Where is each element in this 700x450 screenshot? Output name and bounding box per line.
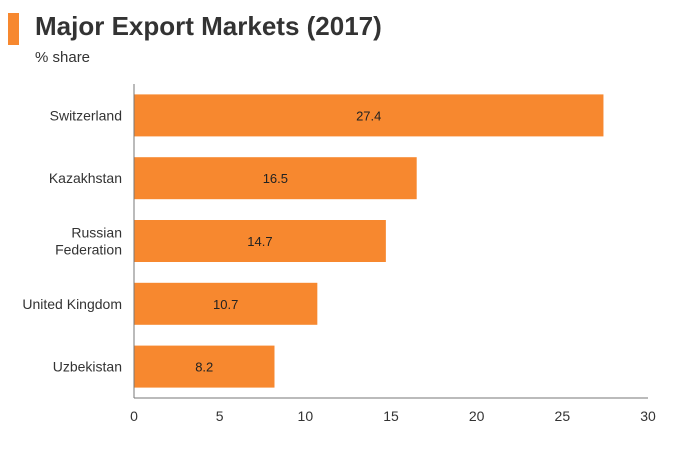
category-label: Russian Federation: [55, 225, 122, 258]
category-labels: Switzerland Kazakhstan Russian Federation Un…: [22, 107, 122, 374]
x-tick-label: 30: [640, 408, 656, 424]
bar-russian-federation: [134, 220, 386, 262]
category-label: Kazakhstan: [49, 170, 122, 186]
x-tick-label: 0: [130, 408, 138, 424]
chart-title: Major Export Markets (2017): [35, 11, 382, 41]
data-label: 8.2: [195, 360, 213, 375]
x-axis-ticks: 0 5 10 15 20 25 30: [130, 408, 656, 424]
data-labels: 27.4 16.5 14.7 10.7 8.2: [195, 108, 381, 374]
x-tick-label: 20: [469, 408, 485, 424]
x-tick-label: 5: [216, 408, 224, 424]
bar-switzerland: [134, 94, 604, 137]
data-label: 27.4: [356, 108, 381, 123]
data-label: 16.5: [263, 171, 288, 186]
title-accent-bar: [8, 13, 19, 45]
chart-subtitle: % share: [35, 49, 91, 66]
data-label: 10.7: [213, 297, 238, 312]
bar-united-kingdom: [134, 282, 318, 325]
category-label: Switzerland: [50, 107, 122, 123]
category-label: Uzbekistan: [53, 359, 122, 375]
bars-group: [134, 94, 604, 388]
bar-uzbekistan: [134, 345, 275, 388]
x-tick-label: 10: [298, 408, 314, 424]
x-tick-label: 25: [555, 408, 571, 424]
data-label: 14.7: [247, 234, 272, 249]
bar-kazakhstan: [134, 157, 417, 200]
category-label: United Kingdom: [22, 296, 122, 312]
x-tick-label: 15: [383, 408, 399, 424]
